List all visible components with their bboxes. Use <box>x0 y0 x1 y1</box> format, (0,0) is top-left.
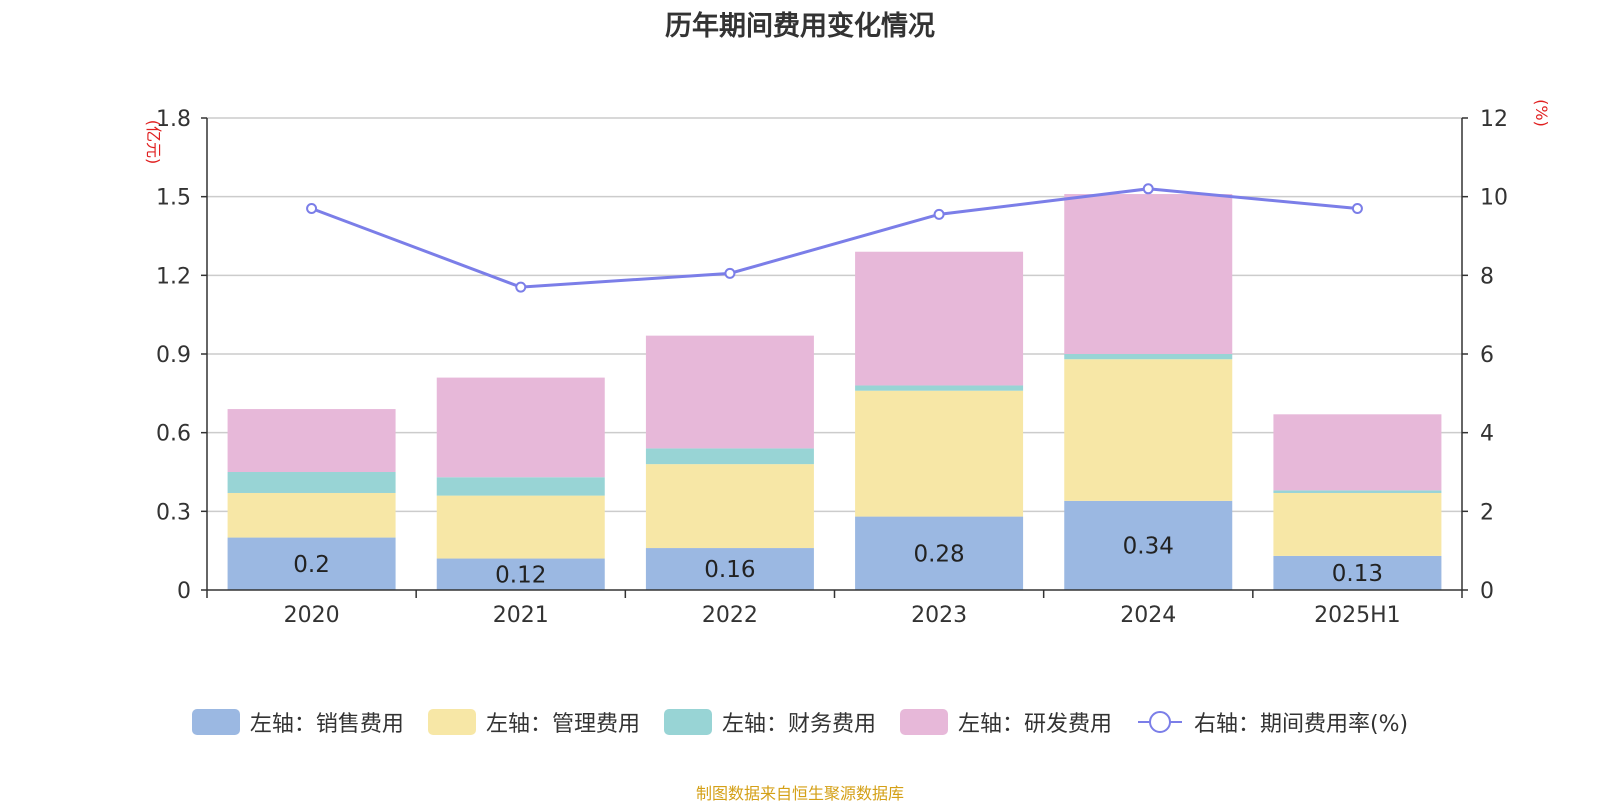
legend-label-expense-rate: 右轴：期间费用率(%) <box>1193 712 1409 737</box>
bar-segment-admin <box>227 492 396 538</box>
bar-segment-sales <box>436 558 605 590</box>
right-axis-tick-label: 0 <box>1480 579 1494 604</box>
legend-label-admin: 左轴：管理费用 <box>485 712 640 737</box>
right-axis-tick-label: 4 <box>1480 422 1494 447</box>
expense-rate-point <box>515 281 527 293</box>
bar-segment-sales <box>1064 500 1233 590</box>
bar-segment-rd <box>1064 194 1233 354</box>
bar-segment-admin <box>645 464 814 549</box>
right-axis-tick-label: 10 <box>1480 186 1508 211</box>
left-axis-tick-label: 0.9 <box>156 343 191 368</box>
x-axis-tick-label: 2025H1 <box>1314 603 1401 628</box>
bar-data-label: 0.12 <box>495 562 546 588</box>
bar-data-label: 0.28 <box>913 541 964 567</box>
legend-item-rd[interactable]: 左轴：研发费用 <box>899 706 1112 738</box>
bar-segment-finance <box>855 385 1024 391</box>
bar-segment-sales <box>645 548 814 590</box>
legend-swatch-admin <box>427 709 476 735</box>
bar-segment-finance <box>1273 490 1442 493</box>
right-axis-unit: (%) <box>1532 99 1551 127</box>
chart-canvas: 0 0.3 0.6 0.9 1.2 1.5 1.8 0 2 4 6 8 10 12 (亿元) (%) 0.2 0.… <box>144 99 1551 628</box>
right-axis-tick-label: 6 <box>1480 343 1494 368</box>
data-source-note: 制图数据来自恒生聚源数据库 <box>695 784 904 803</box>
bar-segment-rd <box>227 409 396 472</box>
expense-rate-line <box>311 187 1358 289</box>
legend-label-finance: 左轴：财务费用 <box>721 712 876 737</box>
bar-segment-admin <box>855 390 1024 517</box>
left-axis-tick-label: 1.2 <box>156 264 191 289</box>
left-axis-tick-label: 0 <box>177 579 191 604</box>
expense-rate-point <box>1142 183 1154 195</box>
bar-segment-rd <box>436 377 605 478</box>
bar-data-label: 0.16 <box>704 557 755 583</box>
right-axis-tick-label: 2 <box>1480 500 1494 525</box>
chart-title: 历年期间费用变化情况 <box>665 11 935 42</box>
bar-segment-finance <box>1064 354 1233 360</box>
expense-rate-point <box>1351 202 1363 214</box>
legend-line-marker-icon <box>1136 709 1184 735</box>
bar-data-label: 0.34 <box>1123 533 1174 559</box>
bar-segment-admin <box>1273 492 1442 556</box>
legend: 左轴：销售费用 左轴：管理费用 左轴：财务费用 左轴：研发费用 右轴：期间费用率… <box>0 706 1600 738</box>
left-axis-tick-label: 1.8 <box>156 107 191 132</box>
legend-item-admin[interactable]: 左轴：管理费用 <box>427 706 640 738</box>
left-axis-unit: (亿元) <box>144 120 163 165</box>
bar-segment-rd <box>645 335 814 449</box>
x-axis-tick-label: 2024 <box>1120 603 1176 628</box>
bar-segment-admin <box>1064 359 1233 501</box>
x-axis-tick-label: 2021 <box>493 603 549 628</box>
x-axis-tick-label: 2022 <box>702 603 758 628</box>
x-axis-tick-label: 2023 <box>911 603 967 628</box>
bar-segment-sales <box>855 516 1024 590</box>
legend-label-sales: 左轴：销售费用 <box>249 712 404 737</box>
bar-segment-finance <box>436 477 605 496</box>
bar-segment-sales <box>1273 555 1442 590</box>
legend-item-sales[interactable]: 左轴：销售费用 <box>191 706 404 738</box>
bar-data-label: 0.13 <box>1332 561 1383 587</box>
bar-segment-rd <box>855 251 1024 386</box>
x-axis-tick-label: 2020 <box>284 603 340 628</box>
legend-label-rd: 左轴：研发费用 <box>957 712 1112 737</box>
bar-segment-sales <box>227 537 396 590</box>
left-axis-tick-label: 0.3 <box>156 500 191 525</box>
bar-segment-rd <box>1273 414 1442 491</box>
legend-item-finance[interactable]: 左轴：财务费用 <box>663 706 876 738</box>
expense-rate-point <box>933 208 945 220</box>
legend-swatch-sales <box>191 709 240 735</box>
bar-segment-finance <box>645 448 814 465</box>
right-axis-tick-label: 8 <box>1480 264 1494 289</box>
expense-rate-point <box>306 202 318 214</box>
bar-segment-admin <box>436 495 605 559</box>
bar-data-label: 0.2 <box>293 552 330 578</box>
right-axis-tick-label: 12 <box>1480 107 1508 132</box>
legend-swatch-finance <box>663 709 712 735</box>
legend-item-expense-rate[interactable]: 右轴：期间费用率(%) <box>1136 706 1408 738</box>
left-axis-tick-label: 1.5 <box>156 186 191 211</box>
left-axis-tick-label: 0.6 <box>156 422 191 447</box>
legend-swatch-rd <box>899 709 948 735</box>
expense-rate-point <box>724 267 736 279</box>
bar-segment-finance <box>227 472 396 493</box>
